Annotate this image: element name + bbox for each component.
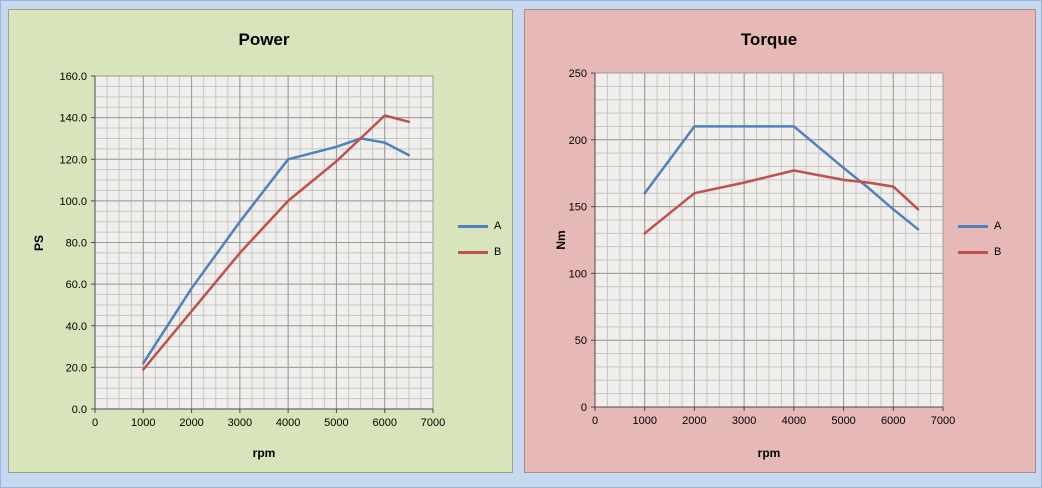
legend-label: A — [994, 220, 1002, 232]
svg-text:80.0: 80.0 — [66, 238, 87, 250]
svg-text:3000: 3000 — [732, 415, 756, 427]
svg-text:0.0: 0.0 — [72, 404, 87, 416]
svg-text:150: 150 — [569, 202, 587, 214]
svg-text:20.0: 20.0 — [66, 362, 87, 374]
svg-text:4000: 4000 — [276, 417, 300, 429]
power-chart[interactable]: Power PS 0 1000 2000 3000 4000 5000 6000 7000 0.… — [8, 9, 513, 473]
svg-text:0: 0 — [92, 417, 98, 429]
svg-text:140.0: 140.0 — [59, 113, 87, 125]
svg-text:50: 50 — [575, 335, 587, 347]
legend-entry-B: B — [958, 239, 1001, 265]
svg-text:1000: 1000 — [632, 415, 656, 427]
svg-text:5000: 5000 — [324, 417, 348, 429]
legend-entry-A: A — [458, 213, 501, 239]
legend-label: A — [494, 220, 502, 232]
legend-line-swatch — [958, 250, 988, 254]
legend-entry-A: A — [958, 213, 1001, 239]
legend-label: B — [994, 246, 1002, 258]
svg-text:200: 200 — [569, 135, 587, 147]
torque-x-axis-title: rpm — [757, 446, 781, 460]
svg-text:100: 100 — [569, 268, 587, 280]
legend-line-swatch — [458, 224, 488, 228]
power-chart-title: Power — [238, 30, 290, 49]
legend-label: B — [494, 246, 502, 258]
svg-text:6000: 6000 — [881, 415, 905, 427]
svg-text:4000: 4000 — [782, 415, 806, 427]
power-plot-area: 0 1000 2000 3000 4000 5000 6000 7000 0.0 20.0 40.0… — [59, 71, 445, 429]
svg-text:1000: 1000 — [131, 417, 155, 429]
svg-text:100.0: 100.0 — [59, 196, 87, 208]
svg-text:160.0: 160.0 — [59, 71, 87, 83]
power-x-axis-title: rpm — [252, 446, 276, 460]
svg-text:2000: 2000 — [179, 417, 203, 429]
svg-text:2000: 2000 — [682, 415, 706, 427]
svg-text:7000: 7000 — [421, 417, 445, 429]
legend-entry-B: B — [458, 239, 501, 265]
svg-text:0: 0 — [581, 402, 587, 414]
svg-text:7000: 7000 — [931, 415, 955, 427]
torque-chart[interactable]: Torque Nm 0 1000 2000 3000 4000 5000 6000 7000 0… — [524, 9, 1036, 473]
svg-text:0: 0 — [592, 415, 598, 427]
svg-text:3000: 3000 — [228, 417, 252, 429]
legend-line-swatch — [958, 224, 988, 228]
svg-text:250: 250 — [569, 68, 587, 80]
svg-text:120.0: 120.0 — [59, 154, 87, 166]
legend-line-swatch — [458, 250, 488, 254]
torque-chart-title: Torque — [740, 30, 798, 49]
svg-text:40.0: 40.0 — [66, 321, 87, 333]
svg-text:6000: 6000 — [372, 417, 396, 429]
svg-text:60.0: 60.0 — [66, 279, 87, 291]
svg-text:5000: 5000 — [831, 415, 855, 427]
torque-plot-area: 0 1000 2000 3000 4000 5000 6000 7000 0 50 100 150 20… — [569, 68, 956, 427]
